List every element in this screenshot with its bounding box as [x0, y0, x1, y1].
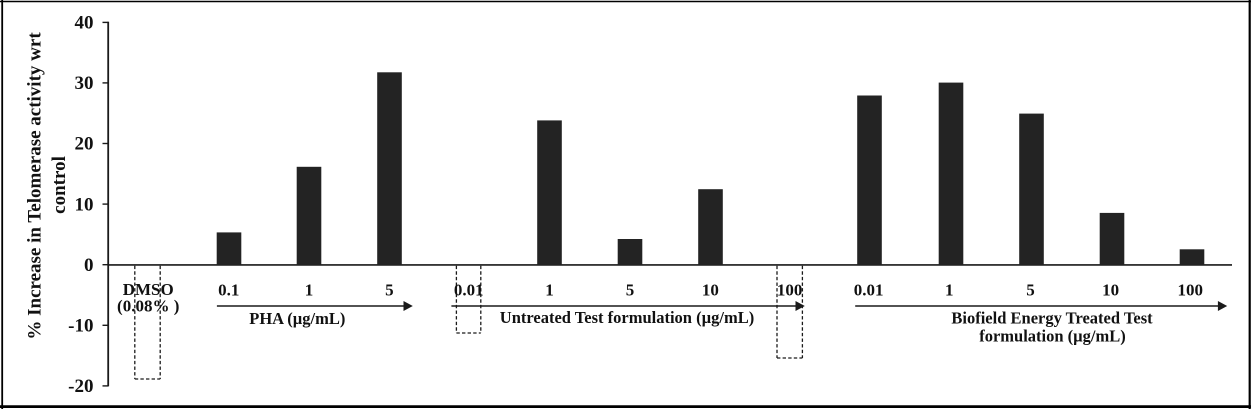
- svg-text:1: 1: [945, 280, 954, 299]
- svg-text:10: 10: [702, 280, 719, 299]
- svg-text:0.1: 0.1: [218, 280, 239, 299]
- svg-text:5: 5: [385, 280, 394, 299]
- svg-text:formulation (µg/mL): formulation (µg/mL): [979, 327, 1126, 346]
- svg-text:10: 10: [75, 194, 94, 215]
- svg-text:0: 0: [84, 255, 94, 276]
- svg-text:% Increase in Telomerase activ: % Increase in Telomerase activity wrt: [25, 32, 46, 340]
- svg-text:30: 30: [75, 73, 94, 94]
- svg-text:-10: -10: [68, 316, 93, 337]
- svg-text:(0.08% ): (0.08% ): [117, 297, 179, 316]
- svg-text:-20: -20: [68, 376, 93, 397]
- svg-text:control: control: [49, 156, 70, 214]
- svg-text:100: 100: [1177, 280, 1203, 299]
- svg-text:PHA (µg/mL): PHA (µg/mL): [249, 309, 345, 328]
- svg-text:10: 10: [1102, 280, 1119, 299]
- svg-text:20: 20: [75, 134, 94, 155]
- svg-text:1: 1: [545, 280, 554, 299]
- svg-text:0.01: 0.01: [454, 280, 484, 299]
- svg-text:5: 5: [626, 280, 635, 299]
- svg-text:Biofield Energy Treated Test: Biofield Energy Treated Test: [951, 309, 1153, 328]
- svg-text:0.01: 0.01: [854, 280, 884, 299]
- svg-text:DMSO: DMSO: [123, 280, 174, 299]
- svg-text:100: 100: [777, 280, 803, 299]
- svg-text:Untreated Test formulation (µg: Untreated Test formulation (µg/mL): [500, 308, 754, 327]
- svg-text:5: 5: [1026, 280, 1035, 299]
- svg-text:40: 40: [75, 13, 94, 34]
- svg-text:1: 1: [305, 280, 314, 299]
